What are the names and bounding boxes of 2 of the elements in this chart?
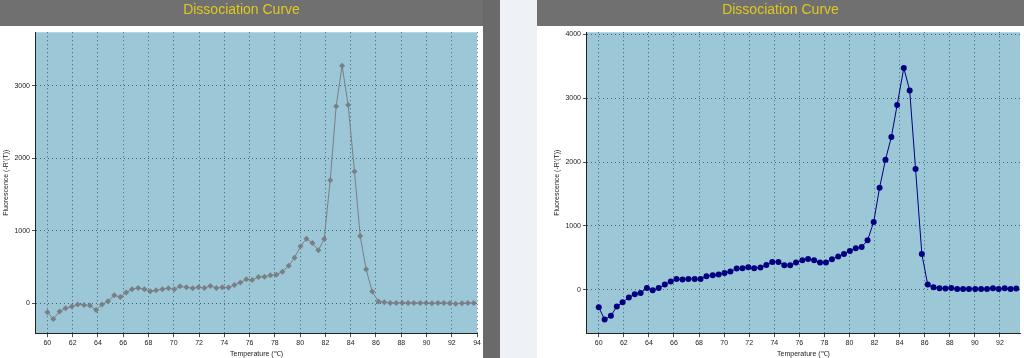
chart-title: Dissociation Curve (537, 0, 1024, 26)
chart-title: Dissociation Curve (0, 0, 483, 26)
